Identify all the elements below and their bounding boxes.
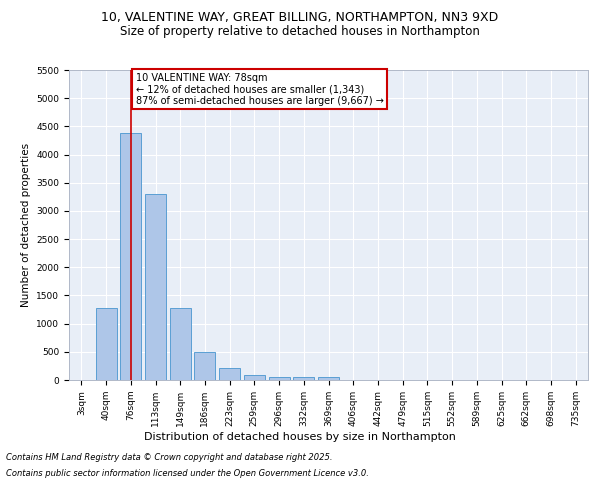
Bar [244,375,265,380]
Bar [95,308,116,380]
Bar [318,377,339,380]
Bar [145,194,166,380]
Text: Contains public sector information licensed under the Open Government Licence v3: Contains public sector information licen… [6,468,369,477]
Bar [194,352,215,380]
Y-axis label: Number of detached properties: Number of detached properties [21,143,31,307]
Text: 10, VALENTINE WAY, GREAT BILLING, NORTHAMPTON, NN3 9XD: 10, VALENTINE WAY, GREAT BILLING, NORTHA… [101,11,499,24]
Bar [170,308,191,380]
Text: 10 VALENTINE WAY: 78sqm
← 12% of detached houses are smaller (1,343)
87% of semi: 10 VALENTINE WAY: 78sqm ← 12% of detache… [136,73,383,106]
Text: Size of property relative to detached houses in Northampton: Size of property relative to detached ho… [120,25,480,38]
Bar [120,133,141,380]
Text: Contains HM Land Registry data © Crown copyright and database right 2025.: Contains HM Land Registry data © Crown c… [6,454,332,462]
Bar [269,376,290,380]
Text: Distribution of detached houses by size in Northampton: Distribution of detached houses by size … [144,432,456,442]
Bar [219,368,240,380]
Bar [293,377,314,380]
